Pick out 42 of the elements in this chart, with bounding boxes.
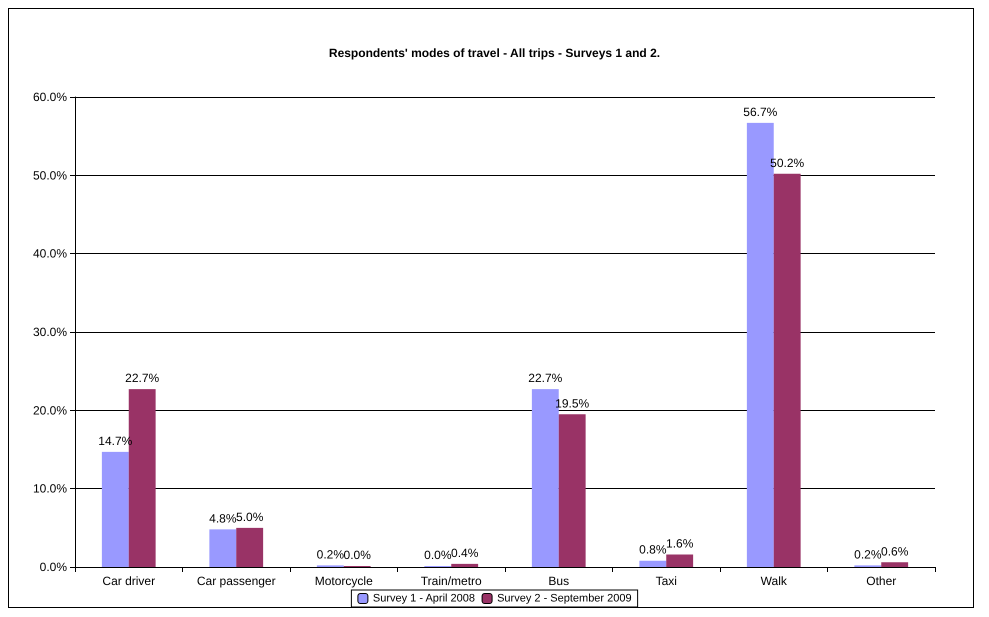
x-tick-label: Walk <box>760 574 788 588</box>
data-label: 56.7% <box>743 104 778 119</box>
data-label: 0.2% <box>854 547 882 562</box>
data-label: 0.0% <box>344 548 372 562</box>
bar <box>236 528 264 567</box>
bar <box>639 560 666 567</box>
y-tick-label: 0.0% <box>40 560 68 574</box>
bar <box>558 414 586 567</box>
data-label: 0.4% <box>451 546 479 560</box>
data-label: 5.0% <box>236 510 264 524</box>
bar <box>774 174 801 567</box>
y-tick-label: 60.0% <box>32 90 68 104</box>
y-tick-label: 20.0% <box>32 403 68 418</box>
x-tick-label: Train/metro <box>420 574 482 588</box>
x-tick-label: Taxi <box>656 574 677 588</box>
data-label: 22.7% <box>125 371 160 386</box>
data-label: 0.6% <box>881 544 909 558</box>
x-tick-label: Car driver <box>102 574 156 588</box>
x-tick-label: Motorcycle <box>314 574 374 588</box>
data-label: 0.0% <box>424 548 452 562</box>
bar <box>102 452 129 567</box>
data-label: 0.8% <box>639 542 667 557</box>
data-label: 0.2% <box>316 547 344 562</box>
x-tick-label: Bus <box>548 574 570 588</box>
data-label: 4.8% <box>209 511 237 526</box>
data-label: 1.6% <box>666 536 694 550</box>
legend-label: Survey 2 - September 2009 <box>497 592 632 604</box>
y-tick-label: 10.0% <box>32 482 68 496</box>
y-tick-label: 40.0% <box>32 246 68 261</box>
bar <box>451 564 478 567</box>
bar <box>881 562 908 567</box>
bar <box>209 529 236 567</box>
x-tick-label: Car passenger <box>196 574 276 588</box>
y-tick-label: 30.0% <box>32 325 68 339</box>
chart-title: Respondents' modes of travel - All trips - Surveys 1 and 2. <box>328 46 660 60</box>
x-tick-label: Other <box>866 574 896 588</box>
legend-label: Survey 1 - April 2008 <box>372 592 476 604</box>
data-label: 50.2% <box>770 156 805 170</box>
data-label: 19.5% <box>555 396 590 410</box>
bar <box>666 554 694 567</box>
y-tick-label: 50.0% <box>32 168 68 182</box>
data-label: 22.7% <box>528 371 563 386</box>
